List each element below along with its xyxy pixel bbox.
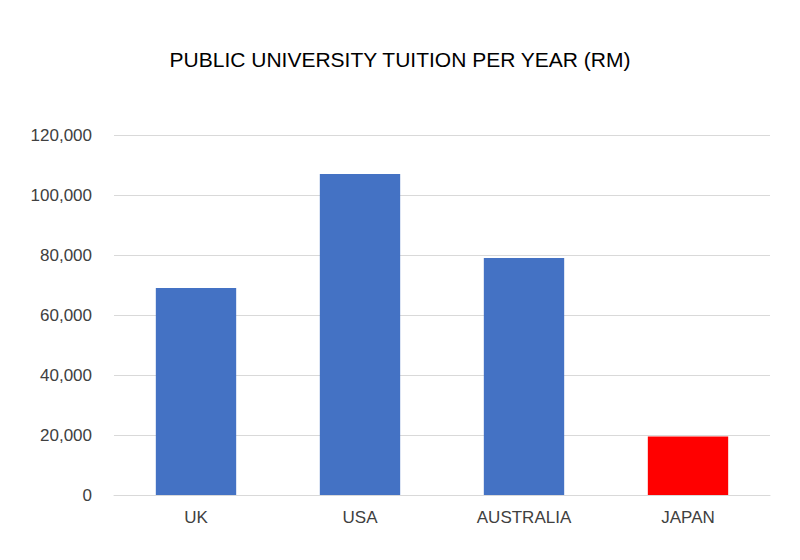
svg-text:20,000: 20,000 bbox=[40, 426, 92, 445]
svg-text:JAPAN: JAPAN bbox=[661, 508, 715, 527]
svg-text:40,000: 40,000 bbox=[40, 366, 92, 385]
svg-text:100,000: 100,000 bbox=[31, 186, 92, 205]
svg-text:80,000: 80,000 bbox=[40, 246, 92, 265]
svg-text:AUSTRALIA: AUSTRALIA bbox=[477, 508, 572, 527]
svg-text:USA: USA bbox=[343, 508, 379, 527]
svg-text:0: 0 bbox=[83, 486, 92, 505]
svg-text:120,000: 120,000 bbox=[31, 126, 92, 145]
svg-text:60,000: 60,000 bbox=[40, 306, 92, 325]
svg-text:UK: UK bbox=[184, 508, 208, 527]
svg-text:PUBLIC UNIVERSITY TUITION PER: PUBLIC UNIVERSITY TUITION PER YEAR (RM) bbox=[170, 48, 631, 71]
